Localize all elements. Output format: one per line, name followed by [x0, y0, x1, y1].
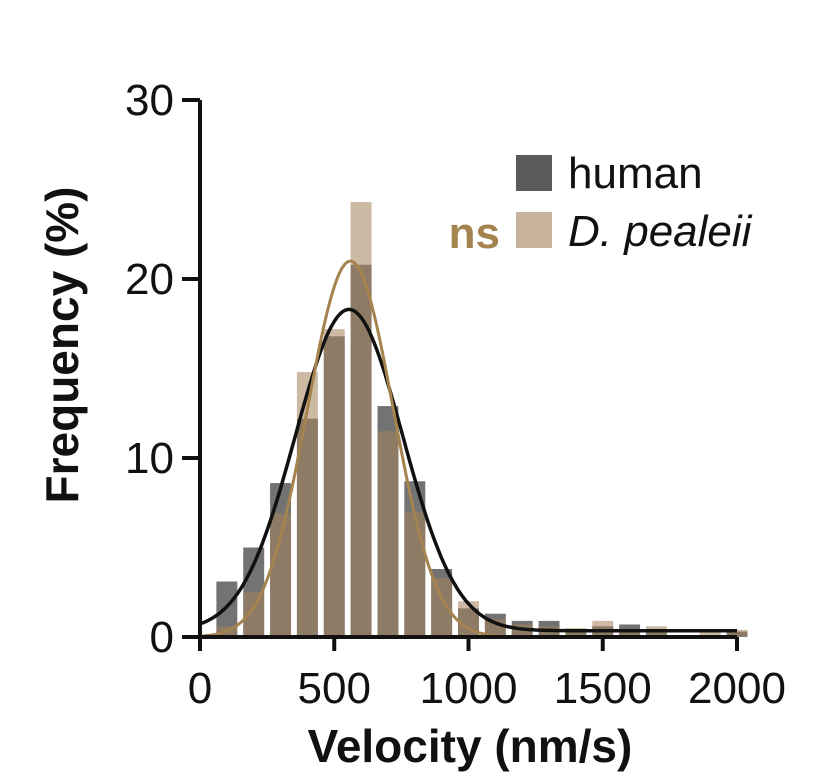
bar-pealeii-4	[323, 329, 345, 637]
legend-label-human: human	[568, 149, 703, 198]
bar-pealeii-8	[431, 577, 453, 637]
bar-pealeii-1	[243, 592, 265, 637]
y-tick-label-30: 30	[125, 76, 174, 125]
bar-pealeii-19	[726, 629, 748, 637]
significance-annotation: ns	[449, 209, 500, 258]
bar-pealeii-5	[350, 202, 372, 637]
legend-swatch-pealeii	[516, 212, 552, 248]
x-tick-label-1500: 1500	[554, 664, 652, 713]
bars-group	[216, 202, 748, 637]
legend-swatch-human	[516, 155, 552, 191]
bar-pealeii-14	[592, 620, 614, 637]
legend: human D. pealeii ns	[449, 149, 753, 258]
x-axis-title: Velocity (nm/s)	[308, 720, 633, 772]
y-tick-label-0: 0	[150, 613, 174, 662]
x-tick-label-500: 500	[298, 664, 371, 713]
bar-pealeii-7	[404, 511, 426, 637]
x-tick-label-0: 0	[188, 664, 212, 713]
bar-pealeii-13	[565, 628, 587, 637]
bar-pealeii-2	[270, 513, 292, 637]
y-axis-title: Frequency (%)	[36, 187, 88, 504]
legend-label-pealeii: D. pealeii	[568, 207, 753, 256]
y-tick-label-20: 20	[125, 255, 174, 304]
x-tick-label-2000: 2000	[688, 664, 786, 713]
bar-pealeii-18	[699, 629, 721, 637]
bar-pealeii-6	[377, 431, 399, 637]
x-ticks-group: 0 500 1000 1500 2000	[188, 637, 786, 713]
y-ticks-group: 0 10 20 30	[125, 76, 200, 662]
bar-human-0	[216, 581, 238, 637]
x-tick-label-1000: 1000	[420, 664, 518, 713]
y-tick-label-10: 10	[125, 434, 174, 483]
bar-pealeii-15	[619, 631, 641, 637]
fit-curve-human	[199, 307, 737, 633]
